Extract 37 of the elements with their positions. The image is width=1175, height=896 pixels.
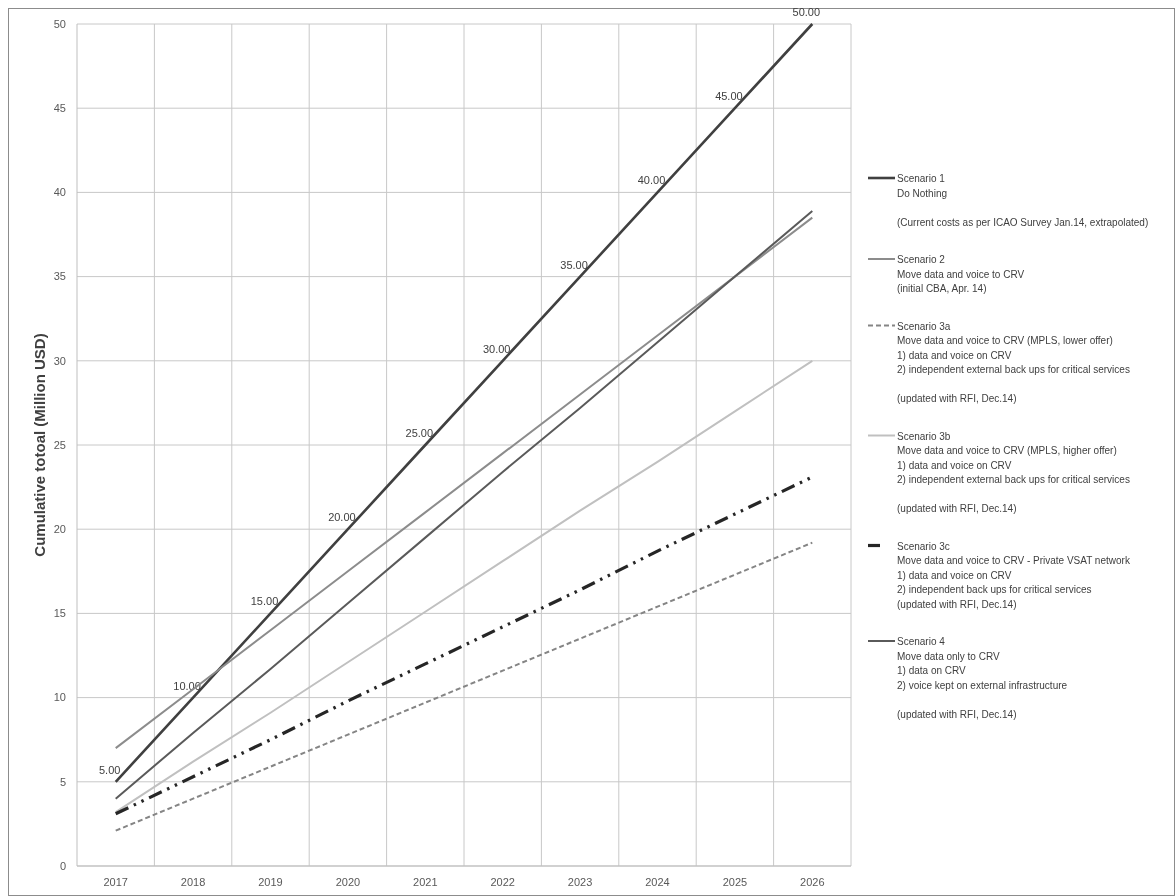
y-tick-label: 0 (59, 859, 66, 872)
data-label: 45.00 (715, 90, 743, 103)
x-tick-label: 2026 (800, 876, 825, 888)
y-tick-label: 30 (53, 354, 66, 367)
data-label: 30.00 (482, 342, 511, 355)
data-label: 50.00 (792, 6, 821, 18)
data-label: 15.00 (250, 595, 279, 608)
y-tick-label: 50 (53, 17, 66, 30)
y-tick-label: 40 (53, 186, 66, 199)
y-tick-label: 15 (53, 607, 66, 620)
text: Scenario 4 Move data only to CRV 1) data on CRV 2) voice kept on external infrastructure (updated with RFI, Dec.14) (897, 636, 1068, 720)
text: Scenario 3a Move data and voice to CRV (MPLS, lower offer) 1) data and voice on CRV 2) independent external back ups for critical services (updated with RFI, Dec.14) (897, 320, 1130, 404)
data-label: 20.00 (328, 511, 356, 524)
legend-label: Scenario 2 Move data and voice to CRV (initial CBA, Apr. 14) (897, 254, 1025, 294)
x-tick-label: 2021 (413, 876, 438, 888)
y-tick-label: 25 (53, 438, 66, 451)
x-tick-label: 2017 (103, 876, 128, 888)
data-label: 40.00 (637, 174, 666, 187)
x-tick-label: 2019 (258, 876, 283, 888)
x-tick-label: 2022 (490, 876, 515, 888)
y-tick-label: 20 (53, 523, 66, 536)
data-label: 5.00 (98, 763, 121, 776)
x-tick-label: 2018 (180, 876, 206, 888)
legend-label: Scenario 3c Move data and voice to CRV - Private VSAT network 1) data and voice on CRV 2) independent back ups for critical services (updated with RFI, Dec.14) (897, 540, 1131, 610)
data-label: 25.00 (405, 427, 434, 439)
y-tick-label: 10 (53, 691, 66, 704)
x-tick-label: 2025 (722, 876, 748, 888)
y-tick-label: 5 (59, 775, 66, 788)
data-label: 35.00 (560, 258, 588, 271)
text: Scenario 1 Do Nothing (Current costs as per ICAO Survey Jan.14, extrapolated) (897, 173, 1149, 228)
y-tick-label: 35 (53, 270, 66, 283)
text: Scenario 3b Move data and voice to CRV (MPLS, higher offer) 1) data and voice on CRV 2) independent external back ups for critical services (updated with RFI, Dec.14) (897, 430, 1130, 514)
x-tick-label: 2020 (335, 876, 361, 888)
x-tick-label: 2023 (567, 876, 593, 888)
y-tick-label: 45 (53, 102, 66, 115)
y-axis-title: Cumulative totoal (Million USD) (31, 333, 48, 557)
x-tick-label: 2024 (645, 876, 670, 888)
